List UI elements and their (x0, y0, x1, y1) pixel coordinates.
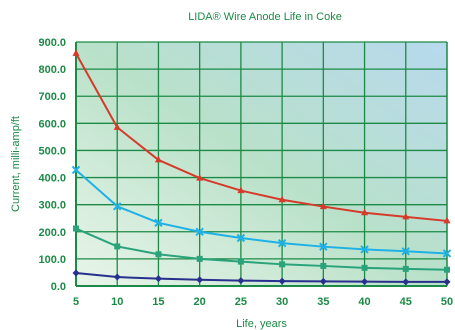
data-point (196, 276, 204, 284)
series-2 (71, 165, 452, 258)
y-tick-label: 400.0 (38, 173, 66, 185)
data-point (278, 277, 286, 285)
data-point (113, 202, 122, 211)
x-tick-label: 5 (73, 296, 79, 308)
data-point (154, 275, 162, 283)
data-point (237, 186, 245, 194)
data-point (113, 123, 121, 130)
chart-title: LIDA® Wire Anode Life in Coke (188, 11, 342, 23)
data-point (195, 227, 204, 236)
series-line (75, 169, 448, 255)
data-point (73, 225, 79, 232)
data-point (277, 238, 287, 248)
x-tick-label: 45 (400, 296, 412, 308)
data-point (113, 273, 121, 281)
y-tick-label: 0.0 (51, 281, 66, 293)
x-axis-title: Life, years (236, 318, 287, 330)
y-tick-label: 600.0 (38, 118, 66, 130)
data-point (319, 242, 328, 251)
axis-labels: 5 10 15 20 25 30 35 40 45 500.0100.0200.0300.0400… (38, 37, 453, 308)
plot-area (76, 42, 447, 286)
data-point (237, 277, 245, 285)
data-point (320, 262, 327, 269)
data-point (402, 278, 410, 286)
data-point (402, 265, 409, 272)
x-tick-label: 15 (152, 296, 164, 308)
series-3 (73, 225, 450, 273)
data-point (154, 218, 163, 228)
y-tick-label: 200.0 (38, 227, 66, 239)
series-1 (72, 49, 451, 224)
x-tick-label: 35 (317, 296, 329, 308)
y-axis-title: Current, milli-amp/ft (10, 116, 22, 212)
data-point (443, 216, 451, 224)
series-layer (71, 49, 452, 286)
x-tick-label: 50 (441, 296, 453, 308)
data-point (442, 249, 452, 258)
data-point (401, 247, 410, 256)
y-tick-label: 900.0 (38, 37, 66, 49)
x-tick-label: 10 (111, 296, 123, 308)
data-point (402, 212, 410, 220)
x-tick-label: 25 (235, 296, 247, 308)
data-point (278, 195, 286, 203)
data-point (196, 174, 204, 181)
data-point (72, 269, 80, 277)
series-line (75, 52, 448, 222)
data-point (154, 155, 162, 163)
series-line (75, 227, 448, 271)
data-point (319, 277, 327, 285)
data-point (237, 258, 244, 265)
data-point (196, 255, 203, 262)
data-point (236, 233, 246, 243)
data-point (361, 264, 368, 271)
data-point (279, 261, 286, 268)
data-point (360, 245, 369, 254)
data-point (319, 202, 327, 210)
grid-lines (75, 41, 448, 287)
y-tick-label: 100.0 (38, 254, 66, 266)
data-point (71, 165, 81, 175)
series-line (75, 271, 447, 283)
data-point (72, 49, 80, 56)
data-point (114, 243, 121, 250)
x-tick-label: 40 (358, 296, 370, 308)
x-tick-label: 20 (194, 296, 206, 308)
y-tick-label: 700.0 (38, 91, 66, 103)
y-tick-label: 300.0 (38, 200, 66, 212)
data-point (444, 266, 450, 273)
y-tick-label: 500.0 (38, 145, 66, 157)
data-point (443, 278, 451, 286)
series-4 (72, 269, 451, 286)
x-tick-label: 30 (276, 296, 288, 308)
data-point (361, 278, 369, 286)
data-point (361, 208, 369, 216)
y-tick-label: 800.0 (38, 64, 66, 76)
data-point (155, 251, 162, 258)
